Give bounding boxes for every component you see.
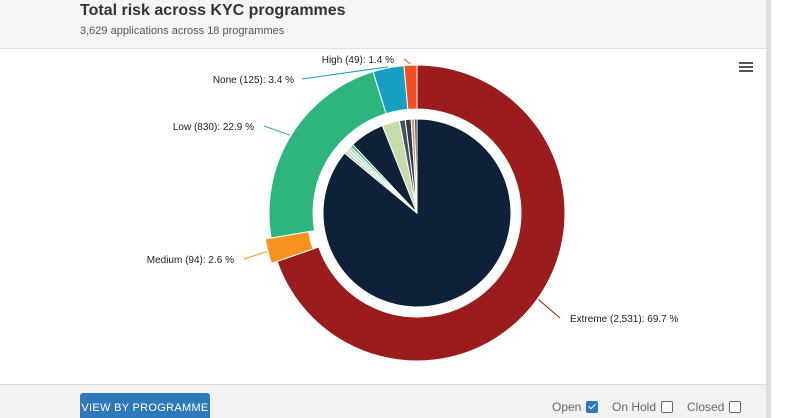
chart-footer: VIEW BY PROGRAMME Open On Hold Closed	[0, 384, 766, 418]
filter-on-hold-checkbox[interactable]	[661, 401, 674, 413]
chart-title: Total risk across KYC programmes	[80, 2, 346, 19]
filter-closed-label: Closed	[687, 400, 725, 414]
filter-on-hold-label: On Hold	[612, 400, 657, 414]
filter-open-checkbox[interactable]	[586, 401, 599, 413]
connector-low	[263, 125, 291, 136]
page-scroll-edge	[766, 0, 800, 418]
inner-pie-slice-0[interactable]	[322, 118, 512, 308]
connector-none	[301, 66, 389, 80]
filter-closed-checkbox[interactable]	[729, 401, 742, 413]
connector-extreme	[538, 299, 561, 319]
risk-donut-chart: Extreme (2,531): 69.7 % Medium (94): 2.6 …	[147, 55, 678, 362]
chart-menu-icon[interactable]	[736, 58, 756, 76]
data-label-low: Low (830): 22.9 %	[173, 122, 254, 133]
chart-card: Total risk across KYC programmes 3,629 a…	[0, 0, 766, 418]
inner-pie-slice-10[interactable]	[414, 118, 418, 214]
chart-area: Extreme (2,531): 69.7 % Medium (94): 2.6 …	[0, 48, 766, 383]
data-label-high: High (49): 1.4 %	[322, 55, 394, 66]
data-label-medium: Medium (94): 2.6 %	[147, 255, 234, 266]
filter-open-label: Open	[552, 400, 582, 414]
ring-segment-high[interactable]	[403, 64, 418, 110]
data-label-extreme: Extreme (2,531): 69.7 %	[570, 314, 678, 325]
filter-closed[interactable]: Closed	[687, 400, 742, 414]
filter-on-hold[interactable]: On Hold	[612, 400, 674, 414]
chart-subtitle: 3,629 applications across 18 programmes	[80, 25, 285, 37]
connector-high	[403, 58, 411, 65]
data-label-none: None (125): 3.4 %	[213, 75, 294, 86]
ring-segment-extreme[interactable]	[276, 64, 566, 362]
filter-open[interactable]: Open	[552, 400, 599, 414]
view-by-programme-button[interactable]: VIEW BY PROGRAMME	[80, 393, 210, 418]
connector-medium	[243, 251, 268, 260]
chart-header: Total risk across KYC programmes 3,629 a…	[0, 0, 766, 49]
